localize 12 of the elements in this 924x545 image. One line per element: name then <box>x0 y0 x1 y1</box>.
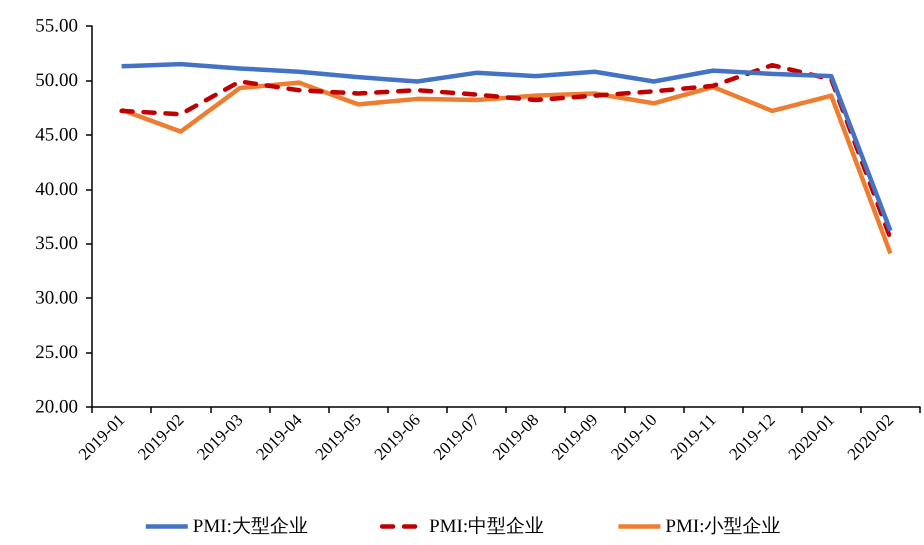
legend-label: PMI:小型企业 <box>665 516 780 537</box>
y-tick-label: 40.00 <box>35 178 78 200</box>
y-tick-label: 45.00 <box>35 124 78 146</box>
y-tick-label: 20.00 <box>35 396 78 418</box>
legend-label: PMI:中型企业 <box>429 516 544 537</box>
y-tick-label: 55.00 <box>35 16 78 36</box>
y-tick-label: 35.00 <box>35 233 78 254</box>
y-tick-label: 50.00 <box>35 70 78 91</box>
legend-label: PMI:大型企业 <box>192 516 308 537</box>
y-tick-label: 25.00 <box>35 342 78 364</box>
y-tick-label: 30.00 <box>35 288 78 309</box>
line-series <box>119 80 893 256</box>
